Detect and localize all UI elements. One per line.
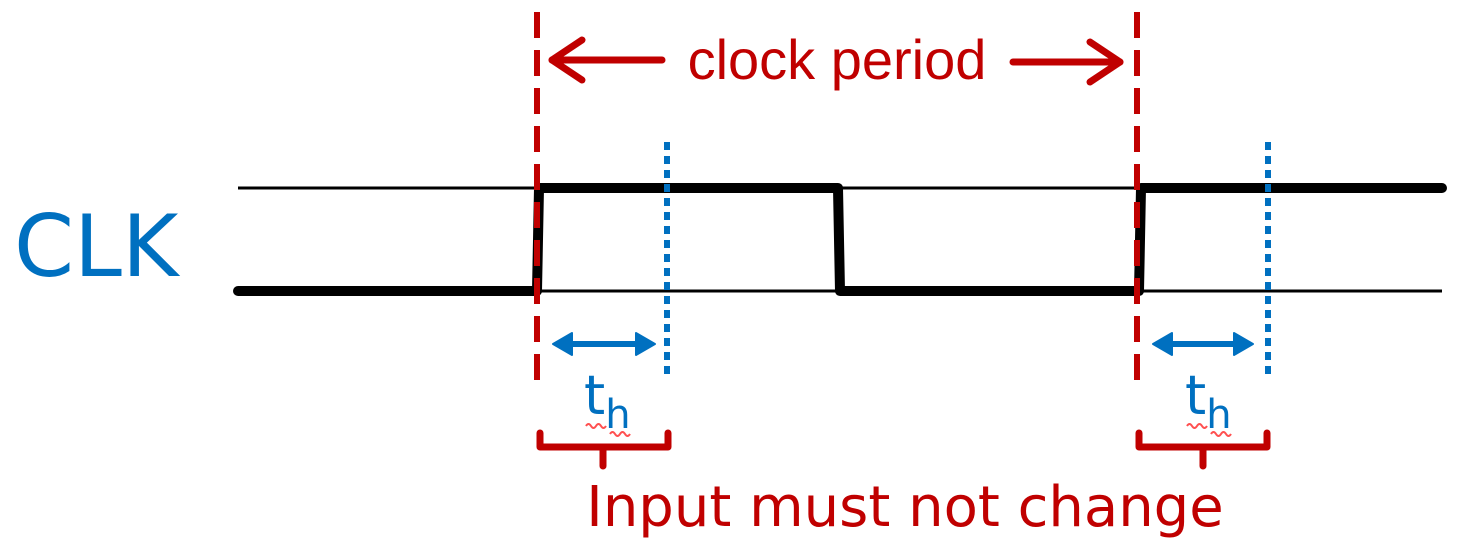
hold-window-bracket-1: [536, 429, 672, 470]
hold-label-2-subscript: h: [1206, 392, 1231, 438]
period-label: clock period: [688, 28, 987, 91]
hold-label-1-symbol: t: [584, 364, 605, 427]
spell-squiggle-2: [1186, 423, 1232, 437]
spell-squiggle-1: [585, 423, 631, 437]
hold-window-bracket-2: [1135, 429, 1271, 470]
clock-waveform: [233, 183, 1447, 296]
hold-label-2: th: [1185, 364, 1232, 438]
period-right-arrow: [1009, 38, 1124, 86]
constraint-label: Input must not change: [586, 475, 1223, 540]
hold-arrow-2: [1152, 332, 1254, 356]
hold-arrow-1: [552, 332, 656, 356]
hold-label-1-subscript: h: [605, 392, 630, 438]
hold-label-1: th: [584, 364, 631, 438]
hold-label-2-symbol: t: [1185, 364, 1206, 427]
signal-name: CLK: [14, 197, 181, 297]
period-left-arrow: [548, 36, 666, 84]
